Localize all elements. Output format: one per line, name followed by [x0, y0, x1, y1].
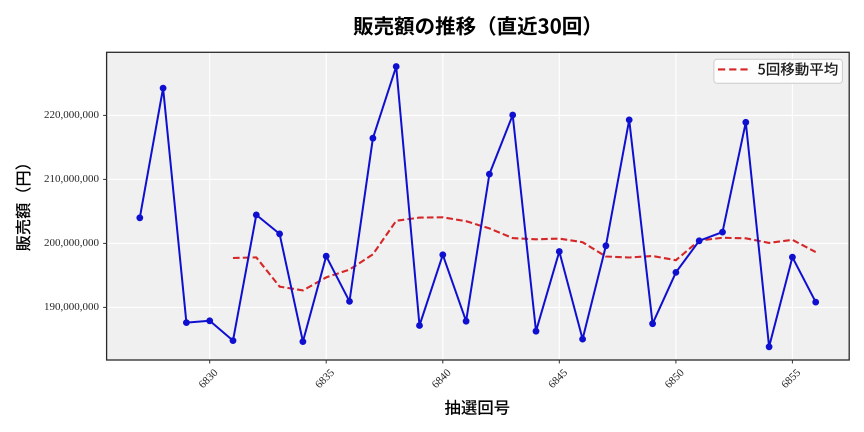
- svg-text:200,000,000: 200,000,000: [44, 237, 100, 249]
- svg-text:220,000,000: 220,000,000: [44, 109, 100, 121]
- svg-text:210,000,000: 210,000,000: [44, 173, 100, 185]
- svg-text:190,000,000: 190,000,000: [44, 301, 100, 313]
